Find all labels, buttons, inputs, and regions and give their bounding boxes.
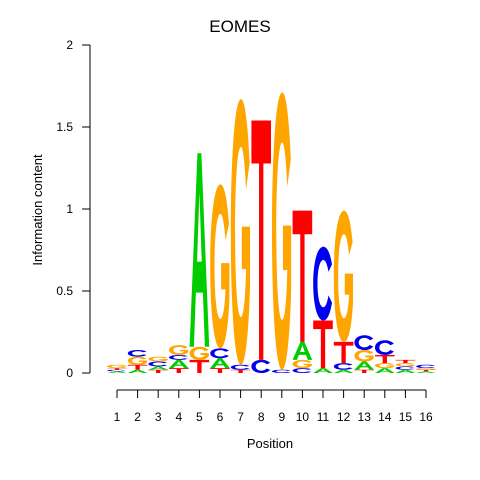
logo-letter-t-pos-5	[189, 359, 210, 373]
logo-letter-t-pos-11	[313, 320, 333, 369]
y-tick-label: 1.5	[56, 120, 73, 134]
x-tick-label: 8	[258, 410, 265, 424]
logo-letter-a-pos-11	[313, 368, 333, 373]
logo-letter-t-pos-1	[107, 368, 127, 370]
logo-letter-c-pos-2	[127, 350, 147, 357]
logo-letter-a-pos-6	[210, 358, 230, 369]
logo-letter-g-pos-9	[272, 92, 292, 370]
logo-letter-a-pos-15	[395, 369, 416, 373]
logo-letter-c-pos-9	[272, 369, 291, 373]
chart-title: EOMES	[209, 17, 270, 36]
x-tick-label: 4	[175, 410, 182, 424]
logo-letter-c-pos-15	[395, 366, 415, 370]
logo-letter-a-pos-2	[127, 369, 148, 373]
logo-letter-t-pos-16	[416, 369, 436, 372]
x-tick-label: 1	[114, 410, 121, 424]
x-tick-label: 2	[134, 410, 141, 424]
x-tick-label: 5	[196, 410, 203, 424]
y-axis: 0 0.5 1 1.5 2	[56, 38, 91, 380]
x-axis: 1 2 3 4 5 6 7 8 9 10 11 12 13 14 15 16	[114, 389, 433, 424]
logo-letter-g-pos-1	[107, 364, 127, 369]
x-tick-label: 6	[217, 410, 224, 424]
logo-letter-g-pos-13	[354, 350, 374, 362]
logo-letter-g-pos-2	[127, 356, 148, 365]
logo-letter-t-pos-12	[333, 341, 354, 364]
logo-letter-t-pos-15	[395, 359, 416, 364]
logo-letter-c-pos-14	[375, 340, 394, 355]
logo-letter-a-pos-10	[292, 341, 313, 360]
logo-letter-t-pos-8	[251, 120, 271, 360]
logo-letter-g-pos-7	[230, 99, 251, 365]
x-tick-label: 16	[419, 410, 433, 424]
logo-letter-t-pos-7	[230, 369, 251, 373]
x-tick-label: 13	[358, 410, 372, 424]
logo-letter-c-pos-6	[210, 348, 230, 359]
logo-letter-t-pos-2	[127, 364, 148, 370]
y-axis-ticks: 0 0.5 1 1.5 2	[56, 38, 90, 380]
logo-letters	[107, 92, 436, 373]
logo-letter-c-pos-8	[251, 359, 271, 373]
logo-letter-t-pos-4	[169, 368, 189, 373]
logo-letter-a-pos-13	[354, 361, 374, 370]
logo-letter-c-pos-16	[416, 364, 436, 369]
x-tick-label: 10	[296, 410, 310, 424]
logo-letter-t-pos-6	[210, 368, 230, 373]
logo-letter-t-pos-3	[148, 369, 168, 373]
logo-letter-c-pos-10	[292, 368, 312, 373]
logo-letter-c-pos-7	[230, 364, 250, 370]
logo-letter-g-pos-14	[375, 363, 395, 369]
logo-letter-c-pos-11	[313, 246, 333, 321]
x-tick-label: 9	[278, 410, 285, 424]
logo-letter-a-pos-12	[333, 369, 354, 373]
logo-letter-c-pos-13	[354, 335, 374, 351]
y-tick-label: 0	[66, 366, 73, 380]
logo-letter-t-pos-10	[292, 210, 313, 342]
x-axis-ticks: 1 2 3 4 5 6 7 8 9 10 11 12 13 14 15 16	[114, 390, 433, 424]
logo-letter-g-pos-15	[395, 363, 415, 367]
logo-letter-g-pos-3	[148, 356, 168, 362]
logo-letter-a-pos-5	[189, 153, 210, 347]
logo-letter-g-pos-12	[333, 210, 354, 342]
logo-letter-c-pos-3	[148, 361, 168, 367]
logo-letter-g-pos-6	[210, 184, 230, 349]
y-tick-label: 2	[66, 38, 73, 52]
x-tick-label: 11	[317, 410, 330, 424]
logo-letter-g-pos-4	[169, 345, 189, 355]
logo-letter-a-pos-3	[148, 366, 168, 370]
x-tick-label: 3	[155, 410, 162, 424]
logo-letter-c-pos-12	[333, 363, 353, 370]
y-tick-label: 1	[66, 202, 73, 216]
x-tick-label: 14	[378, 410, 392, 424]
logo-letter-g-pos-16	[416, 368, 436, 370]
x-tick-label: 7	[237, 410, 244, 424]
y-tick-label: 0.5	[56, 284, 73, 298]
logo-letter-a-pos-14	[375, 368, 395, 373]
logo-letter-g-pos-10	[292, 359, 312, 369]
logo-letter-a-pos-16	[416, 371, 436, 373]
x-tick-label: 12	[337, 410, 351, 424]
logo-letter-a-pos-1	[107, 371, 127, 373]
y-axis-title: Information content	[30, 154, 45, 266]
logo-letter-c-pos-4	[169, 354, 188, 360]
x-tick-label: 15	[399, 410, 413, 424]
logo-letter-t-pos-14	[375, 354, 395, 364]
logo-letter-t-pos-13	[354, 369, 374, 373]
x-axis-title: Position	[247, 436, 293, 451]
logo-letter-c-pos-1	[107, 369, 127, 372]
logo-letter-a-pos-4	[169, 359, 189, 369]
logo-letter-g-pos-5	[189, 346, 209, 360]
